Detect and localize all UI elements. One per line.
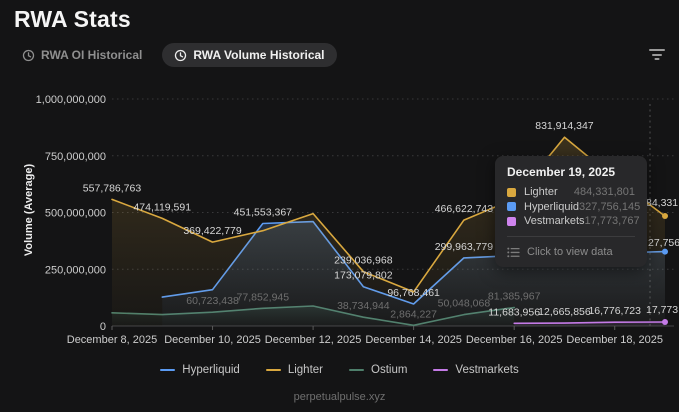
data-label-ostium: 60,723,438 (186, 295, 239, 307)
tooltip-divider (507, 236, 635, 237)
chart-legend: Hyperliquid Lighter Ostium Vestmarkets (0, 364, 679, 376)
x-tick-label: December 18, 2025 (566, 334, 663, 346)
data-label-lighter: 239,036,968 (334, 255, 393, 267)
legend-swatch (349, 368, 364, 372)
data-label-hyperliquid: 173,079,802 (334, 270, 393, 282)
data-label-ostium: 81,385,967 (488, 291, 541, 303)
y-tick-label: 750,000,000 (45, 151, 106, 163)
tooltip-row-hyperliquid: Hyperliquid 327,756,145 (507, 200, 640, 213)
tooltip-swatch (507, 187, 516, 197)
filter-funnel-icon[interactable] (648, 49, 666, 63)
data-label-vestmarkets: 11,683,956 (488, 306, 540, 318)
tab-label: RWA OI Historical (41, 48, 143, 62)
data-label-vestmarkets: 12,665,856 (538, 306, 591, 318)
series-line-lighter[interactable] (111, 136, 666, 293)
x-tick-label: December 14, 2025 (365, 334, 462, 346)
tooltip-series-value: 17,773,767 (584, 215, 640, 227)
edge-data-label: 84,331, (646, 197, 679, 209)
legend-label: Lighter (287, 364, 323, 376)
legend-label: Ostium (371, 364, 408, 376)
data-label-hyperliquid: 299,963,779 (435, 241, 494, 253)
series-end-dot-hyperliquid[interactable] (662, 248, 668, 255)
tooltip-series-name: Vestmarkets (524, 215, 585, 227)
tab-label: RWA Volume Historical (193, 48, 325, 62)
series-line-vestmarkets[interactable] (513, 321, 666, 325)
legend-item-vestmarkets[interactable]: Vestmarkets (433, 364, 519, 376)
tooltip-view-data-button[interactable]: Click to view data (507, 246, 635, 258)
tooltip-series-value: 327,756,145 (579, 200, 641, 213)
x-tick-label: December 16, 2025 (466, 334, 563, 346)
tooltip-series-value: 484,331,801 (573, 186, 635, 198)
history-clock-icon (175, 49, 187, 61)
legend-swatch (160, 368, 176, 372)
y-tick-label: 1,000,000,000 (36, 94, 106, 106)
series-area-vestmarkets (514, 322, 665, 326)
tooltip-swatch (507, 216, 516, 226)
site-footer: perpetualpulse.xyz (293, 391, 386, 403)
history-clock-icon (22, 49, 35, 61)
legend-label: Hyperliquid (182, 364, 240, 376)
data-label-lighter: 466,622,743 (435, 203, 494, 215)
y-tick-label: 0 (100, 321, 106, 333)
data-label-ostium: 38,734,944 (337, 300, 390, 312)
y-tick-label: 250,000,000 (45, 264, 106, 276)
tooltip-series-name: Lighter (524, 186, 558, 198)
data-label-vestmarkets: 16,776,723 (588, 305, 641, 317)
chart-tooltip: December 19, 2025 Lighter 484,331,801 Hype… (495, 156, 647, 267)
legend-swatch (265, 368, 281, 372)
edge-data-label: 27,756, (648, 237, 679, 249)
y-tick-label: 500,000,000 (45, 208, 106, 220)
legend-item-lighter[interactable]: Lighter (265, 364, 323, 376)
legend-item-ostium[interactable]: Ostium (349, 364, 407, 376)
legend-item-hyperliquid[interactable]: Hyperliquid (160, 364, 240, 376)
tab-bar: RWA OI Historical RWA Volume Historical (10, 43, 337, 67)
x-tick-label: December 12, 2025 (265, 334, 362, 346)
tooltip-rows: Lighter 484,331,801 Hyperliquid 327,756,145… (507, 186, 640, 227)
data-label-lighter: 369,422,779 (183, 225, 242, 237)
data-label-lighter: 557,786,763 (83, 182, 142, 194)
tab-rwa-volume-historical[interactable]: RWA Volume Historical (162, 43, 337, 67)
series-end-dot-vestmarkets[interactable] (662, 318, 668, 325)
series-end-dot-lighter[interactable] (662, 213, 668, 220)
legend-swatch (433, 368, 449, 372)
list-icon (507, 247, 520, 257)
data-label-lighter: 474,119,591 (133, 201, 191, 213)
tooltip-row-lighter: Lighter 484,331,801 (507, 186, 635, 198)
x-tick-label: December 10, 2025 (164, 334, 261, 346)
legend-label: Vestmarkets (455, 364, 519, 376)
edge-data-label: 17,773, (646, 304, 679, 316)
tooltip-action-label: Click to view data (527, 246, 613, 258)
data-label-hyperliquid: 96,768,461 (387, 287, 440, 299)
data-label-hyperliquid: 451,553,367 (234, 206, 293, 218)
data-label-lighter: 831,914,347 (535, 120, 594, 132)
tooltip-row-vestmarkets: Vestmarkets 17,773,767 (507, 215, 640, 227)
page-title: RWA Stats (14, 6, 131, 32)
data-label-ostium: 50,048,068 (438, 298, 491, 310)
data-label-ostium: 2,864,227 (390, 308, 437, 320)
data-label-ostium: 77,852,945 (237, 291, 290, 303)
tooltip-series-name: Hyperliquid (524, 200, 580, 213)
tooltip-date: December 19, 2025 (507, 165, 616, 179)
x-tick-label: December 8, 2025 (67, 334, 158, 346)
tooltip-swatch (507, 202, 516, 211)
tab-rwa-oi-historical[interactable]: RWA OI Historical (10, 43, 154, 67)
